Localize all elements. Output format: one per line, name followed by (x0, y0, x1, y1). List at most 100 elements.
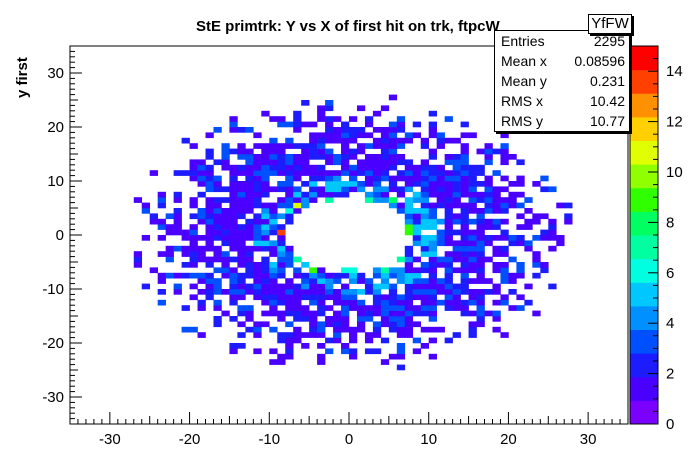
histogram-bin (133, 197, 143, 203)
histogram-bin (349, 164, 358, 171)
histogram-bin (380, 175, 390, 182)
histogram-bin (245, 245, 254, 252)
histogram-bin (508, 235, 517, 241)
histogram-bin (372, 186, 382, 193)
histogram-bin (341, 316, 350, 322)
histogram-bin (277, 229, 286, 236)
histogram-bin (309, 326, 318, 333)
histogram-bin (364, 170, 374, 176)
histogram-bin (341, 321, 350, 328)
histogram-bin (205, 235, 214, 241)
histogram-bin (420, 202, 430, 209)
histogram-bin (269, 148, 278, 155)
histogram-bin (309, 283, 318, 290)
histogram-bin (420, 186, 430, 193)
histogram-bin (388, 353, 398, 360)
histogram-bin (341, 127, 350, 133)
histogram-bin (285, 197, 294, 203)
histogram-bin (476, 240, 485, 247)
histogram-bin (452, 289, 461, 295)
histogram-bin (460, 202, 469, 209)
histogram-bin (309, 137, 318, 144)
histogram-bin (133, 256, 143, 263)
stats-mean-y-value: 0.231 (589, 73, 625, 89)
histogram-bin (325, 154, 334, 160)
histogram-bin (253, 245, 262, 252)
histogram-bin (452, 175, 461, 182)
histogram-bin (293, 337, 302, 344)
histogram-bin (396, 272, 406, 279)
histogram-bin (253, 272, 262, 279)
histogram-bin (468, 132, 477, 139)
histogram-bin (380, 170, 390, 176)
histogram-bin (253, 213, 262, 220)
histogram-bin (396, 332, 406, 338)
histogram-bin (476, 164, 485, 171)
histogram-bin (261, 213, 270, 220)
histogram-bin (317, 116, 326, 122)
histogram-bin (269, 359, 278, 365)
histogram-bin (444, 278, 453, 284)
histogram-bin (341, 186, 350, 193)
histogram-bin (420, 278, 430, 284)
histogram-bin (229, 283, 238, 290)
histogram-bin (229, 245, 238, 252)
histogram-bin (444, 186, 453, 193)
histogram-bin (245, 127, 254, 133)
histogram-bin (380, 148, 390, 155)
histogram-bin (468, 197, 477, 203)
histogram-bin (261, 283, 270, 290)
histogram-bin (380, 272, 390, 279)
histogram-bin (428, 132, 437, 139)
histogram-bin (173, 229, 182, 236)
histogram-bin (404, 175, 414, 182)
histogram-bin (325, 278, 334, 284)
histogram-bin (221, 267, 230, 274)
histogram-bin (165, 213, 174, 220)
histogram-bin (213, 321, 222, 328)
histogram-bin (388, 283, 398, 290)
histogram-bin (468, 175, 477, 182)
histogram-bin (484, 202, 493, 209)
histogram-bin (404, 278, 414, 284)
histogram-bin (245, 191, 254, 198)
histogram-bin (364, 316, 374, 322)
histogram-bin (253, 332, 262, 338)
histogram-bin (460, 191, 469, 198)
histogram-bin (404, 326, 414, 333)
histogram-bin (221, 310, 230, 317)
histogram-bin (325, 148, 334, 155)
histogram-bin (301, 294, 310, 301)
histogram-bin (388, 310, 398, 317)
histogram-bin (492, 186, 501, 193)
histogram-bin (309, 321, 318, 328)
histogram-bin (364, 278, 374, 284)
histogram-bin (372, 197, 382, 203)
histogram-bin (540, 262, 549, 268)
histogram-bin (229, 256, 238, 263)
histogram-bin (229, 218, 238, 225)
histogram-bin (476, 256, 485, 263)
histogram-bin (221, 213, 230, 220)
histogram-bin (277, 359, 286, 365)
histogram-bin (245, 159, 254, 166)
histogram-bin (404, 332, 414, 338)
color-scale-swatch (630, 211, 658, 236)
histogram-bin (468, 218, 477, 225)
histogram-bin (181, 170, 190, 176)
histogram-bin (341, 164, 350, 171)
histogram-bin (492, 202, 501, 209)
histogram-bin (460, 154, 469, 160)
histogram-bin (325, 105, 334, 112)
histogram-bin (436, 299, 445, 306)
histogram-bin (333, 321, 342, 328)
histogram-bin (492, 267, 501, 274)
x-tick-label: -20 (179, 431, 201, 448)
histogram-bin (333, 116, 342, 122)
histogram-bin (237, 229, 246, 236)
histogram-bin (277, 164, 286, 171)
histogram-bin (388, 159, 398, 166)
histogram-bin (516, 235, 525, 241)
histogram-bin (261, 235, 270, 241)
histogram-bin (364, 310, 374, 317)
